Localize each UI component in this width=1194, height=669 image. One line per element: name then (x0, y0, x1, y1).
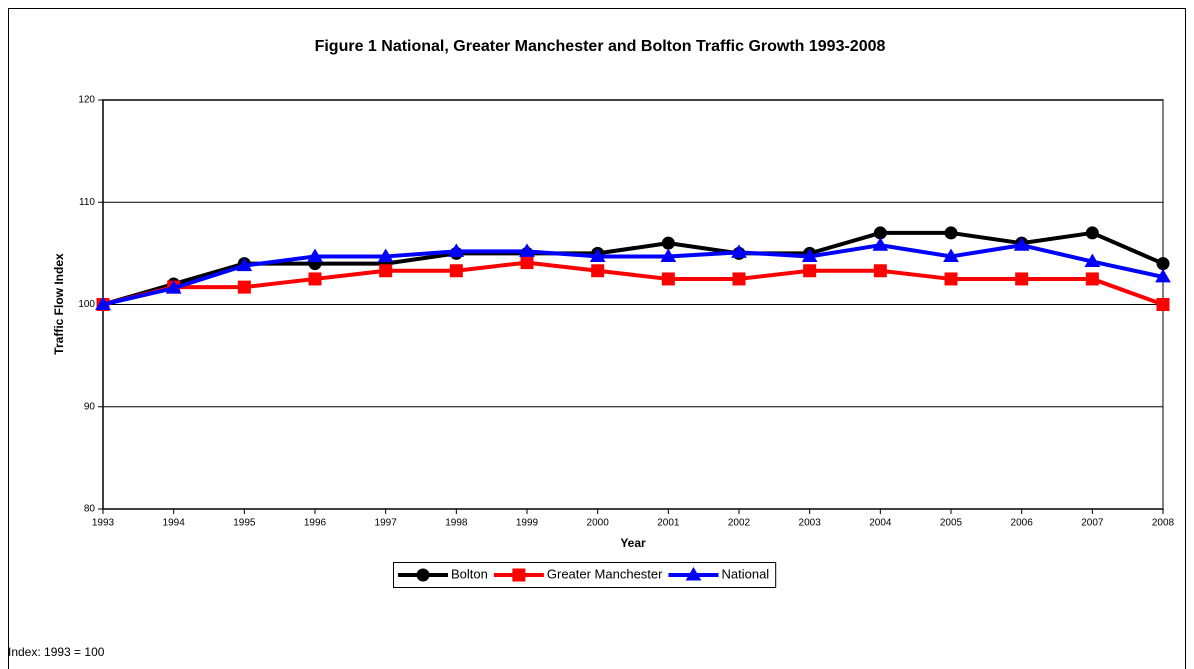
marker (1156, 298, 1170, 311)
legend-marker (512, 568, 526, 582)
marker (379, 264, 393, 278)
x-tick-label: 2001 (657, 518, 680, 529)
y-axis-label: Traffic Flow Index (52, 253, 66, 355)
y-tick-label: 80 (84, 504, 96, 515)
marker (943, 248, 959, 262)
x-tick-label: 2002 (728, 518, 751, 529)
marker (1156, 257, 1170, 271)
marker (519, 243, 535, 257)
chart-title: Figure 1 National, Greater Manchester an… (315, 38, 886, 55)
marker (95, 296, 111, 310)
x-tick-label: 2000 (587, 518, 610, 529)
marker (520, 256, 534, 270)
legend-label: National (721, 566, 769, 581)
marker (308, 272, 322, 286)
y-tick-label: 120 (78, 95, 95, 106)
marker (660, 248, 677, 262)
marker (944, 272, 958, 286)
legend: Bolton Greater Manchester National (393, 562, 777, 588)
marker (661, 236, 675, 250)
marker (307, 248, 323, 262)
legend-label: Greater Manchester (547, 566, 663, 581)
series-line (102, 243, 1164, 307)
marker (873, 264, 887, 278)
marker (732, 272, 746, 286)
marker (803, 264, 817, 278)
marker (1015, 272, 1029, 286)
y-tick-label: 100 (78, 299, 95, 310)
marker (873, 226, 887, 240)
legend-label: Bolton (451, 566, 488, 581)
x-tick-label: 1999 (516, 518, 539, 529)
x-tick-label: 1993 (92, 518, 115, 529)
x-tick-label: 1995 (233, 518, 256, 529)
marker (1085, 226, 1099, 240)
x-tick-label: 2004 (869, 518, 892, 529)
x-tick-label: 2008 (1152, 518, 1175, 529)
y-tick-label: 110 (79, 197, 95, 208)
marker (1085, 272, 1099, 286)
note: Index: 1993 = 100 (8, 645, 105, 659)
marker (661, 272, 675, 286)
x-tick-label: 2007 (1081, 518, 1104, 529)
x-tick-label: 1996 (304, 518, 327, 529)
marker (1084, 253, 1101, 268)
x-tick-label: 2003 (799, 518, 822, 529)
marker (449, 264, 463, 278)
marker (1155, 268, 1171, 283)
series-line (102, 230, 1164, 307)
marker (448, 243, 465, 257)
marker (165, 280, 182, 294)
legend-marker (685, 567, 702, 581)
x-tick-label: 2005 (940, 518, 963, 529)
marker (591, 264, 605, 278)
y-tick-label: 90 (84, 401, 96, 412)
marker (872, 237, 889, 251)
marker (801, 248, 818, 262)
marker (731, 244, 747, 258)
x-axis-label: Year (620, 536, 646, 550)
x-tick-label: 2006 (1011, 518, 1034, 529)
series-line (102, 260, 1164, 307)
x-tick-label: 1998 (445, 518, 468, 529)
x-tick-label: 1994 (163, 518, 186, 529)
marker (237, 280, 251, 294)
x-tick-label: 1997 (375, 518, 398, 529)
marker (377, 248, 394, 262)
legend-marker (416, 568, 430, 582)
marker (236, 257, 253, 272)
marker (1013, 237, 1030, 251)
marker (944, 226, 958, 240)
marker (589, 248, 606, 262)
